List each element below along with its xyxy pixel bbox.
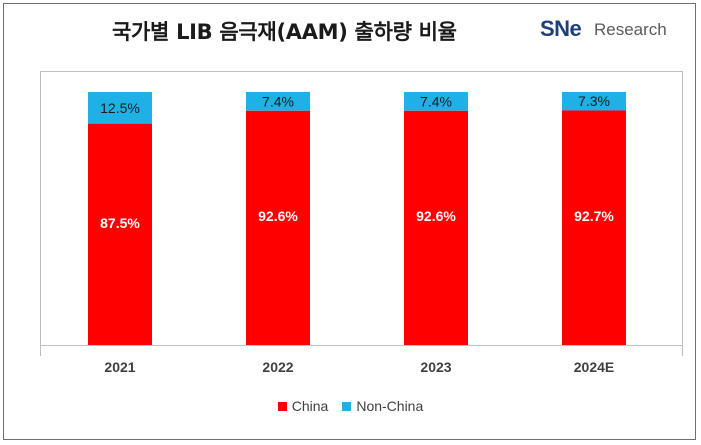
- legend-swatch-china: [277, 401, 287, 411]
- legend-label-china: China: [291, 398, 329, 414]
- data-label-non-china-2021: 12.5%: [100, 100, 140, 116]
- chart-legend: China Non-China: [0, 398, 701, 414]
- legend-item-china: China: [277, 398, 329, 414]
- x-tick-label-2021: 2021: [104, 359, 135, 375]
- bar-non-china-2024E: [562, 92, 626, 111]
- logo-suffix: Research: [594, 20, 667, 39]
- bar-non-china-2022: [246, 92, 310, 111]
- chart-title: 국가별 LIB 음극재(AAM) 출하량 비율: [112, 20, 457, 44]
- data-label-china-2021: 87.5%: [100, 215, 140, 231]
- logo-brand: SNe: [540, 16, 582, 41]
- plot-area-border: [40, 71, 683, 356]
- x-tick-label-2022: 2022: [262, 359, 293, 375]
- data-label-non-china-2024E: 7.3%: [578, 93, 610, 109]
- legend-item-non-china: Non-China: [342, 398, 423, 414]
- data-label-china-2023: 92.6%: [416, 208, 456, 224]
- legend-swatch-non-china: [342, 401, 352, 411]
- data-label-non-china-2022: 7.4%: [262, 93, 294, 109]
- bar-china-2022: [246, 110, 310, 345]
- bar-china-2023: [404, 110, 468, 345]
- legend-label-non-china: Non-China: [356, 398, 424, 414]
- x-tick-label-2023: 2023: [420, 359, 451, 375]
- bar-non-china-2023: [404, 92, 468, 111]
- x-tick-label-2024E: 2024E: [574, 359, 614, 375]
- bar-china-2021: [88, 123, 152, 345]
- data-label-non-china-2023: 7.4%: [420, 93, 452, 109]
- data-label-china-2024E: 92.7%: [574, 208, 614, 224]
- bar-china-2024E: [562, 110, 626, 346]
- data-label-china-2022: 92.6%: [258, 208, 298, 224]
- bar-non-china-2021: [88, 92, 152, 124]
